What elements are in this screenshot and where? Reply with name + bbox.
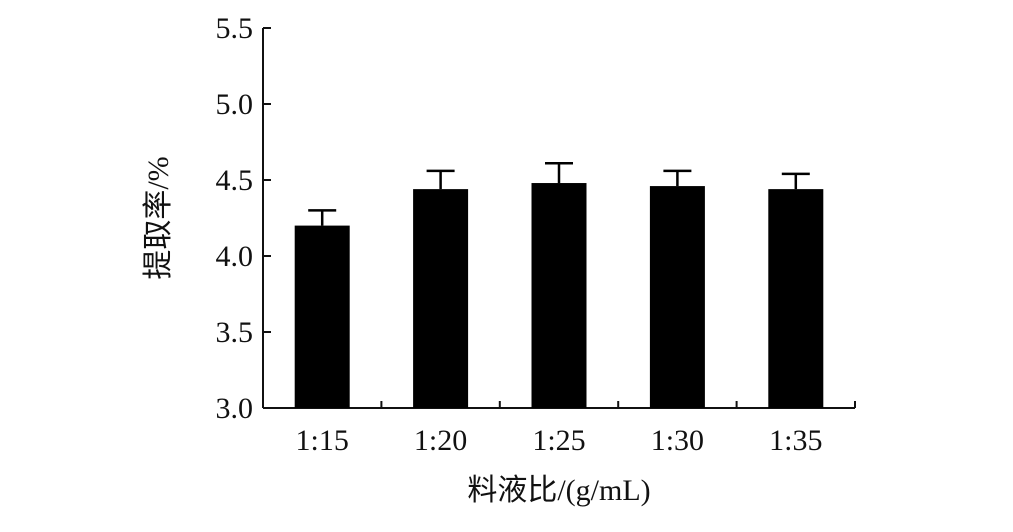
x-axis-title: 料液比/(g/mL) [467, 474, 650, 507]
error-bars [308, 162, 810, 226]
y-tick-label: 4.0 [216, 240, 254, 273]
x-tick-label: 1:15 [296, 424, 349, 457]
bar-1-35 [768, 189, 824, 408]
y-tick-label: 5.0 [216, 88, 254, 121]
x-tick-labels: 1:15 1:20 1:25 1:30 1:35 [296, 424, 823, 457]
y-tick-labels: 3.0 3.5 4.0 4.5 5.0 5.5 [216, 12, 254, 425]
y-tick-label: 4.5 [216, 164, 254, 197]
bar-1-25 [531, 183, 587, 408]
y-tick-label: 3.0 [216, 392, 254, 425]
y-tick-label: 5.5 [216, 12, 254, 45]
bar-1-30 [649, 186, 705, 408]
bar-1-15 [294, 225, 350, 408]
x-tick-label: 1:25 [532, 424, 585, 457]
y-axis-title: 提取率/% [142, 156, 175, 279]
bars [294, 183, 824, 408]
bar-1-20 [413, 189, 469, 408]
y-tick-label: 3.5 [216, 316, 254, 349]
x-tick-label: 1:35 [769, 424, 822, 457]
x-tick-label: 1:20 [414, 424, 467, 457]
x-tick-label: 1:30 [651, 424, 704, 457]
